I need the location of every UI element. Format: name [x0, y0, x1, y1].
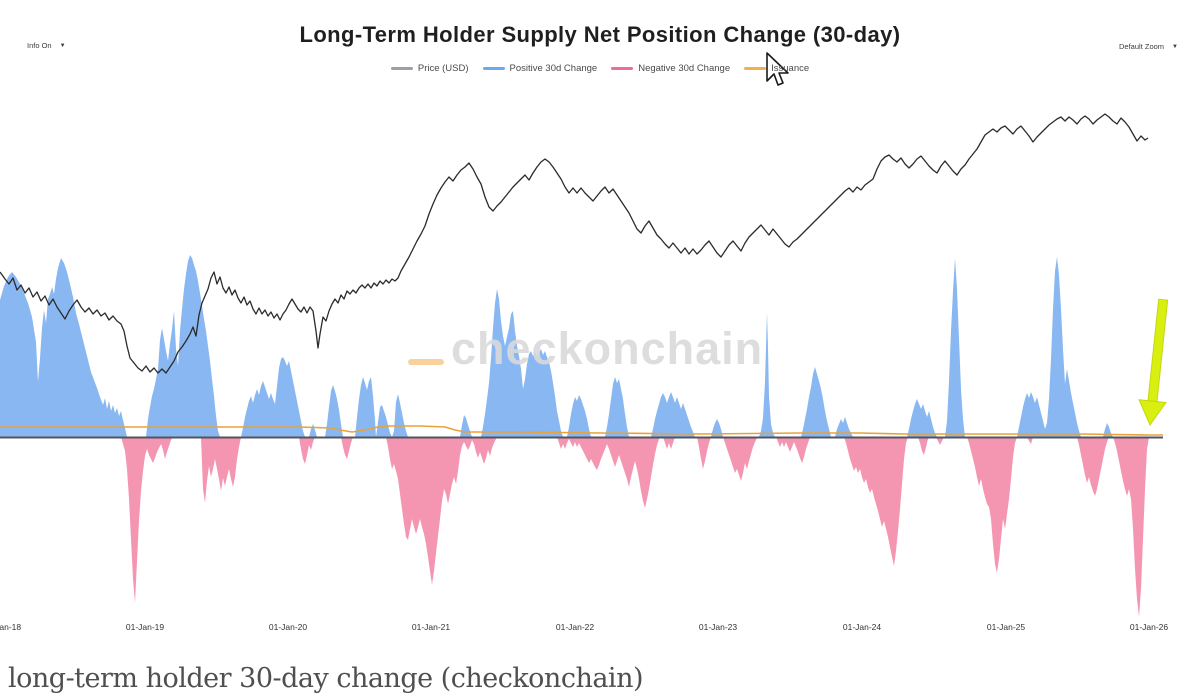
legend-label: Issuance: [771, 63, 810, 74]
zoom-preset-label: Default Zoom: [1119, 42, 1165, 51]
info-toggle-label: Info On: [27, 41, 52, 50]
series-negative-30d-change: [121, 437, 1149, 617]
legend-item-0[interactable]: Price (USD): [390, 63, 469, 74]
watermark: checkonchain: [408, 323, 763, 375]
mouse-cursor-icon: [766, 52, 789, 86]
legend-label: Negative 30d Change: [638, 63, 731, 74]
legend-swatch-icon: [390, 67, 413, 70]
chevron-down-icon: ▼: [59, 42, 66, 49]
legend-swatch-icon: [611, 67, 634, 70]
x-axis: 01-Jan-18 01-Jan-19 01-Jan-20 01-Jan-21 01-J…: [0, 622, 1200, 636]
watermark-text: checkonchain: [451, 323, 764, 374]
x-tick-label: 01-Jan-26: [1129, 622, 1169, 632]
legend-item-3[interactable]: Issuance: [744, 63, 809, 74]
series-price-usd-: [0, 113, 1149, 374]
page-title: Long-Term Holder Supply Net Position Cha…: [299, 22, 901, 47]
series-layer: [0, 113, 1163, 617]
x-tick-label: 01-Jan-22: [555, 622, 595, 632]
x-tick-label: 01-Jan-18: [0, 622, 22, 632]
x-tick-label: 01-Jan-19: [125, 622, 165, 632]
legend-item-2[interactable]: Negative 30d Change: [611, 63, 730, 74]
watermark-dash-icon: [408, 359, 444, 365]
series-issuance: [0, 425, 1163, 436]
legend-swatch-icon: [482, 67, 505, 70]
legend-swatch-icon: [744, 67, 767, 70]
info-toggle-dropdown[interactable]: Info On ▼: [27, 41, 66, 50]
chart-caption: long-term holder 30-day change (checkonc…: [8, 663, 644, 694]
x-tick-label: 01-Jan-20: [268, 622, 308, 632]
x-tick-label: 01-Jan-23: [698, 622, 738, 632]
chart-legend: Price (USD) Positive 30d Change Negative 3…: [0, 63, 1200, 74]
x-tick-label: 01-Jan-24: [842, 622, 882, 632]
zoom-preset-dropdown[interactable]: Default Zoom ▼: [1119, 42, 1178, 51]
highlight-arrow-icon: [1138, 298, 1169, 427]
legend-label: Positive 30d Change: [509, 63, 598, 74]
legend-item-1[interactable]: Positive 30d Change: [482, 63, 598, 74]
legend-label: Price (USD): [417, 63, 469, 74]
chevron-down-icon: ▼: [1172, 43, 1178, 50]
x-tick-label: 01-Jan-21: [411, 622, 451, 632]
series-positive-30d-change: [0, 255, 1113, 438]
x-tick-label: 01-Jan-25: [986, 622, 1026, 632]
